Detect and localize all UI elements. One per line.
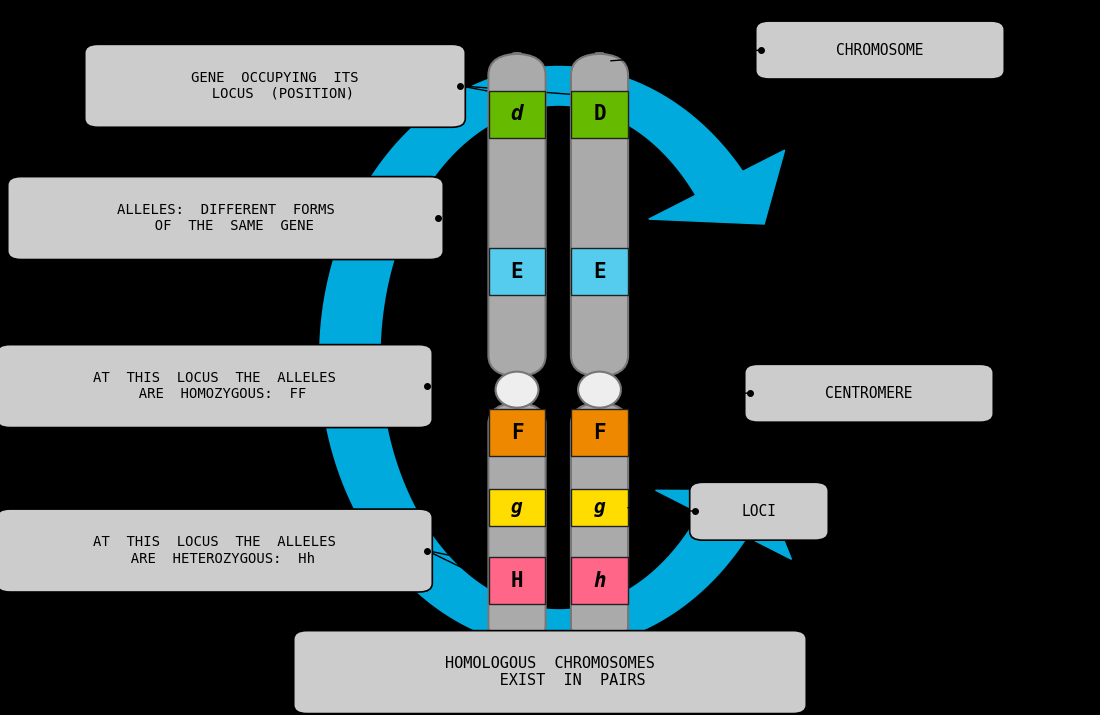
FancyBboxPatch shape — [572, 248, 627, 295]
Ellipse shape — [579, 372, 620, 408]
Text: E: E — [510, 262, 524, 282]
FancyBboxPatch shape — [490, 409, 544, 456]
Text: GENE  OCCUPYING  ITS
  LOCUS  (POSITION): GENE OCCUPYING ITS LOCUS (POSITION) — [191, 71, 359, 101]
Ellipse shape — [495, 372, 539, 408]
Text: E: E — [593, 262, 606, 282]
Text: h: h — [593, 571, 606, 591]
Text: F: F — [510, 423, 524, 443]
FancyBboxPatch shape — [0, 509, 432, 592]
FancyBboxPatch shape — [294, 631, 806, 714]
Text: CENTROMERE: CENTROMERE — [825, 386, 913, 400]
Text: g: g — [594, 498, 605, 517]
FancyBboxPatch shape — [572, 409, 627, 456]
Text: D: D — [593, 104, 606, 124]
Text: ALLELES:  DIFFERENT  FORMS
  OF  THE  SAME  GENE: ALLELES: DIFFERENT FORMS OF THE SAME GEN… — [117, 203, 334, 233]
Polygon shape — [319, 66, 748, 649]
FancyBboxPatch shape — [756, 21, 1004, 79]
FancyBboxPatch shape — [572, 558, 627, 603]
Polygon shape — [649, 150, 784, 224]
FancyBboxPatch shape — [571, 54, 628, 377]
FancyBboxPatch shape — [572, 489, 627, 526]
Text: g: g — [512, 498, 522, 517]
FancyBboxPatch shape — [572, 91, 627, 138]
Text: LOCI: LOCI — [741, 504, 777, 518]
FancyBboxPatch shape — [490, 248, 544, 295]
FancyBboxPatch shape — [8, 177, 443, 260]
Text: H: H — [510, 571, 524, 591]
Text: CHROMOSOME: CHROMOSOME — [836, 43, 924, 57]
Text: HOMOLOGOUS  CHROMOSOMES
     EXIST  IN  PAIRS: HOMOLOGOUS CHROMOSOMES EXIST IN PAIRS — [446, 656, 654, 689]
FancyBboxPatch shape — [490, 489, 544, 526]
Text: AT  THIS  LOCUS  THE  ALLELES
  ARE  HETEROZYGOUS:  Hh: AT THIS LOCUS THE ALLELES ARE HETEROZYGO… — [94, 536, 336, 566]
FancyBboxPatch shape — [490, 91, 544, 138]
Text: AT  THIS  LOCUS  THE  ALLELES
  ARE  HOMOZYGOUS:  FF: AT THIS LOCUS THE ALLELES ARE HOMOZYGOUS… — [94, 371, 336, 401]
Text: F: F — [593, 423, 606, 443]
FancyBboxPatch shape — [0, 345, 432, 428]
Polygon shape — [656, 490, 792, 559]
FancyBboxPatch shape — [745, 365, 993, 422]
FancyBboxPatch shape — [690, 483, 828, 541]
Text: d: d — [510, 104, 524, 124]
FancyBboxPatch shape — [488, 54, 546, 377]
FancyBboxPatch shape — [85, 44, 465, 127]
FancyBboxPatch shape — [490, 558, 544, 603]
FancyBboxPatch shape — [571, 403, 628, 647]
FancyBboxPatch shape — [488, 403, 546, 647]
